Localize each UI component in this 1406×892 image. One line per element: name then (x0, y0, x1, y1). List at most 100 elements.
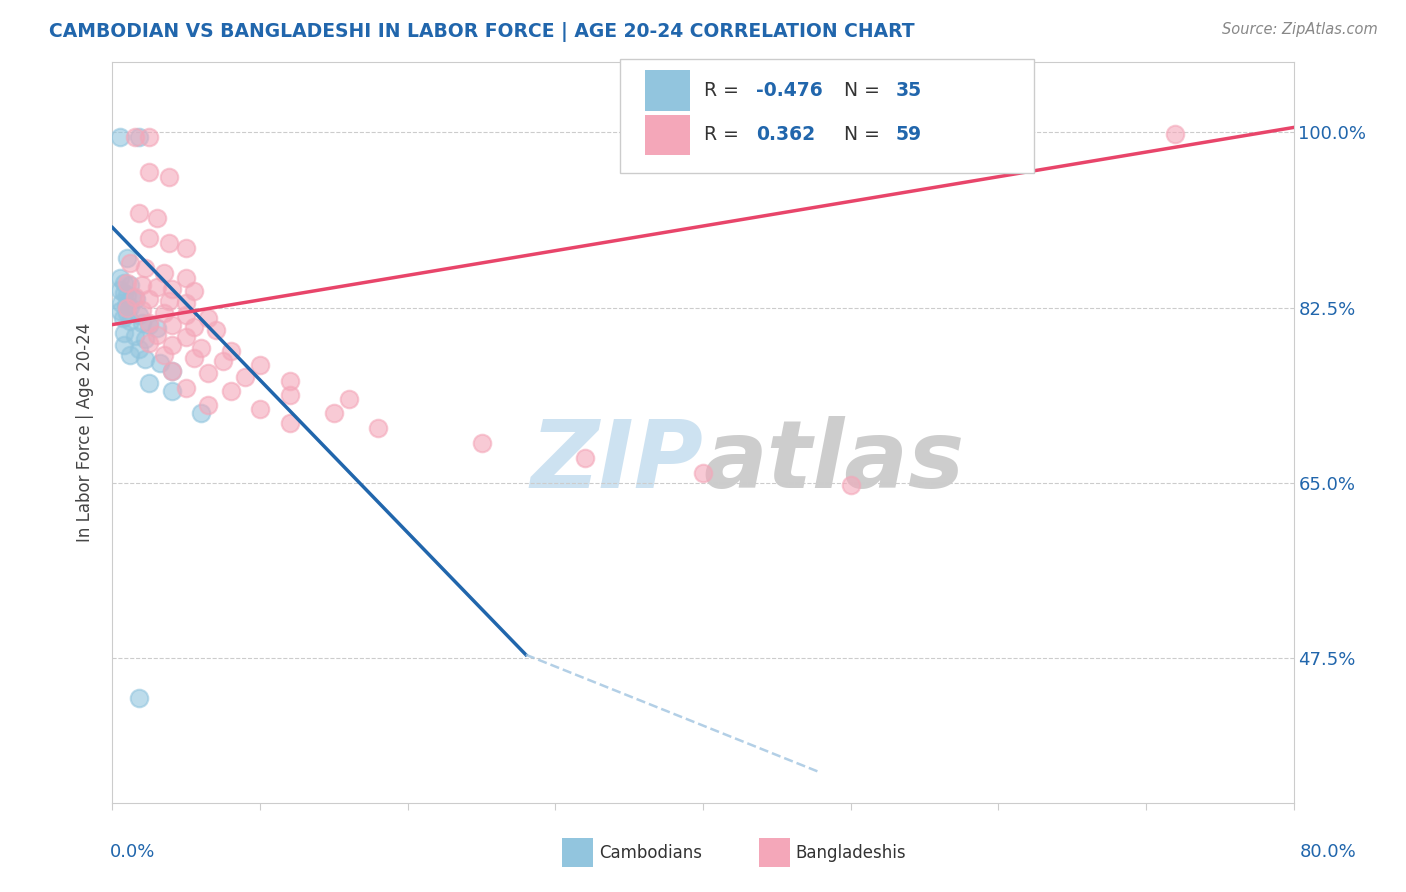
Point (278, 387, 301, 401)
Point (574, 450, 596, 465)
Point (153, 266, 176, 280)
Point (138, 230, 160, 244)
Text: R =: R = (704, 126, 745, 145)
Text: 59: 59 (896, 126, 922, 145)
Point (120, 277, 142, 292)
Point (120, 313, 142, 327)
Point (114, 297, 136, 311)
Point (174, 240, 197, 254)
Text: 80.0%: 80.0% (1301, 843, 1357, 861)
Point (219, 384, 242, 398)
Point (146, 211, 169, 225)
Point (108, 283, 131, 297)
Point (212, 353, 235, 368)
FancyBboxPatch shape (645, 115, 690, 155)
Point (190, 341, 212, 355)
Point (174, 270, 197, 285)
Point (146, 327, 169, 342)
FancyBboxPatch shape (620, 59, 1033, 173)
Point (124, 328, 146, 343)
Point (134, 351, 156, 366)
Text: ZIP: ZIP (530, 417, 703, 508)
Point (1164, 128, 1187, 142)
Text: R =: R = (704, 81, 745, 100)
Point (153, 348, 176, 362)
Point (174, 329, 197, 343)
Text: -0.476: -0.476 (756, 81, 823, 100)
Point (157, 235, 180, 250)
Point (157, 293, 180, 308)
Text: Bangladeshis: Bangladeshis (796, 844, 907, 862)
Point (138, 292, 160, 306)
Point (160, 363, 183, 377)
Point (125, 292, 148, 306)
Text: N =: N = (844, 126, 886, 145)
Point (111, 310, 134, 325)
Text: N =: N = (844, 81, 886, 100)
Point (108, 270, 131, 285)
Point (120, 300, 142, 314)
Point (160, 318, 183, 332)
Point (117, 251, 138, 265)
Text: 0.362: 0.362 (756, 126, 815, 145)
Point (692, 466, 714, 480)
Text: CAMBODIAN VS BANGLADESHI IN LABOR FORCE | AGE 20-24 CORRELATION CHART: CAMBODIAN VS BANGLADESHI IN LABOR FORCE … (49, 22, 915, 42)
Point (183, 351, 205, 365)
Point (249, 401, 271, 416)
Point (197, 310, 219, 325)
Point (134, 260, 156, 275)
Point (117, 276, 138, 290)
Point (124, 130, 146, 145)
Point (138, 130, 160, 145)
Point (233, 369, 256, 384)
Point (128, 205, 150, 219)
Point (160, 384, 183, 398)
Point (160, 337, 183, 351)
Point (128, 690, 150, 705)
Point (278, 374, 301, 388)
Point (128, 130, 150, 145)
Point (149, 355, 172, 369)
Point (367, 420, 389, 434)
Point (138, 316, 160, 330)
Point (197, 366, 219, 380)
Point (138, 165, 160, 179)
Point (323, 406, 346, 420)
Point (121, 289, 143, 303)
Point (110, 295, 132, 310)
Point (174, 381, 197, 395)
Point (146, 320, 169, 334)
Point (108, 303, 131, 318)
Point (131, 316, 153, 330)
Point (117, 287, 138, 301)
Point (205, 322, 228, 336)
Point (128, 308, 150, 322)
Text: 35: 35 (896, 81, 922, 100)
Text: Source: ZipAtlas.com: Source: ZipAtlas.com (1222, 22, 1378, 37)
Point (470, 435, 494, 450)
Text: Cambodians: Cambodians (599, 844, 702, 862)
Point (112, 337, 135, 351)
Point (138, 376, 160, 390)
Point (190, 406, 212, 420)
Point (131, 277, 153, 292)
Point (278, 416, 301, 430)
Point (120, 255, 142, 269)
Point (174, 308, 197, 322)
FancyBboxPatch shape (645, 70, 690, 111)
Point (219, 343, 242, 358)
Point (153, 305, 176, 319)
Point (174, 295, 197, 310)
Point (124, 289, 146, 303)
Point (157, 170, 180, 185)
Text: atlas: atlas (703, 417, 965, 508)
Point (337, 392, 360, 406)
Point (183, 284, 205, 298)
Point (183, 319, 205, 334)
Point (134, 332, 156, 346)
Point (146, 279, 169, 293)
Point (128, 342, 150, 356)
Point (112, 276, 135, 290)
Point (117, 305, 138, 319)
Point (197, 398, 219, 412)
